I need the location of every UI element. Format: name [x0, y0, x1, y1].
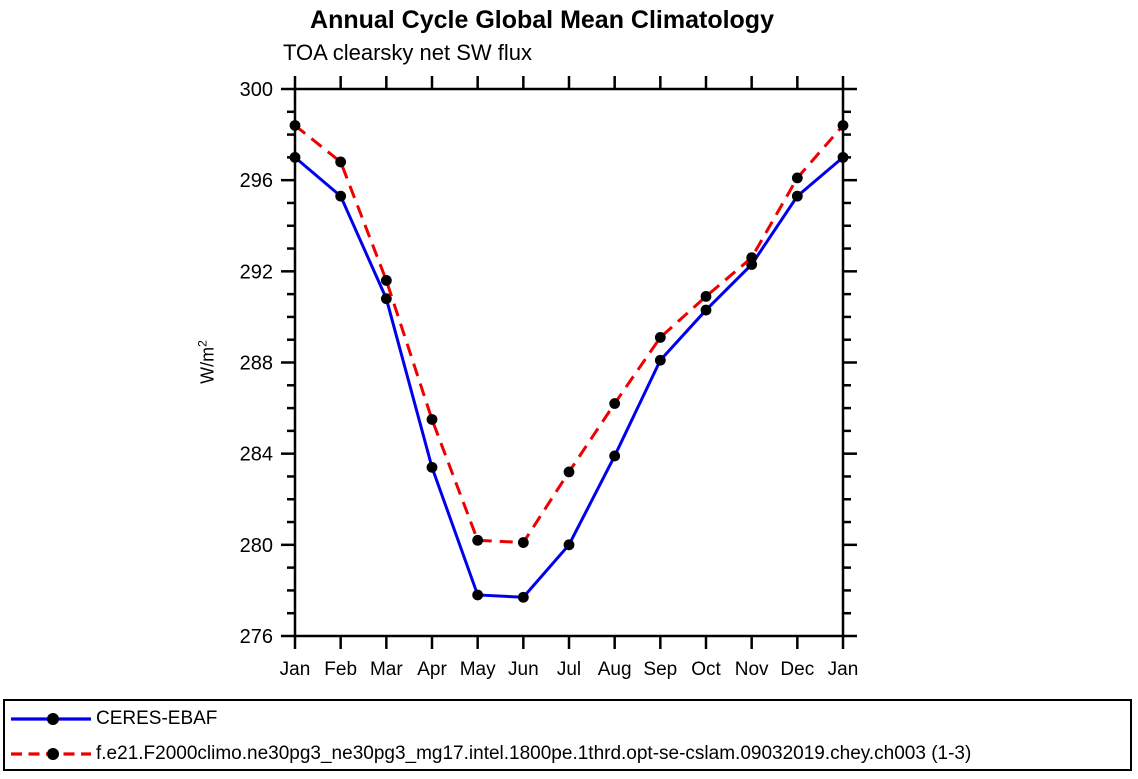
x-tick-label: Feb [324, 659, 357, 680]
chart-title: Annual Cycle Global Mean Climatology [310, 6, 774, 34]
x-tick-label: Aug [598, 659, 632, 680]
data-point [335, 190, 347, 202]
legend-label-model: f.e21.F2000climo.ne30pg3_ne30pg3_mg17.in… [96, 743, 972, 764]
data-point [289, 120, 301, 131]
x-tick-label: Dec [780, 659, 814, 680]
solid-line-marker-icon [11, 713, 91, 725]
data-point [746, 252, 758, 264]
data-point [837, 151, 849, 163]
legend-label-observation: CERES-EBAF [96, 708, 218, 729]
y-tick-label: 276 [240, 626, 273, 648]
data-point [335, 156, 347, 168]
series-line-1 [294, 124, 845, 545]
data-point [563, 539, 575, 551]
plot-frame [293, 87, 845, 638]
y-tick-label: 280 [240, 535, 273, 557]
data-point [289, 151, 301, 163]
data-point [837, 120, 849, 131]
chart-subtitle: TOA clearsky net SW flux [283, 40, 533, 65]
x-tick-label: Apr [417, 659, 447, 680]
series-line-0 [294, 156, 844, 599]
x-tick-label: May [460, 659, 496, 680]
x-tick-label: Sep [643, 659, 677, 680]
data-point [791, 172, 803, 184]
data-point [700, 304, 712, 316]
y-tick-label: 284 [240, 444, 273, 466]
data-point [609, 450, 621, 462]
y-tick-label: 296 [240, 170, 273, 192]
data-point [791, 190, 803, 202]
legend-box: CERES-EBAF f.e21.F2000climo.ne30pg3_ne30… [3, 699, 1132, 771]
x-tick-label: Jan [280, 659, 311, 680]
x-tick-label: Jun [508, 659, 539, 680]
x-tick-label: Jul [557, 659, 581, 680]
data-point [426, 461, 438, 473]
data-point [426, 414, 438, 425]
legend-item-model: f.e21.F2000climo.ne30pg3_ne30pg3_mg17.in… [9, 743, 971, 765]
x-tick-label: Oct [691, 659, 721, 680]
data-point [654, 332, 666, 343]
dashed-line-marker-icon [11, 748, 91, 760]
data-point [517, 537, 529, 548]
x-tick-label: Jan [828, 659, 859, 680]
data-point [609, 398, 621, 409]
y-tick-label: 300 [240, 79, 273, 101]
data-point [517, 591, 529, 603]
data-point [472, 534, 484, 546]
legend-item-observation: CERES-EBAF [9, 708, 217, 730]
data-point [563, 466, 575, 478]
data-point [472, 589, 484, 601]
y-tick-label: 288 [240, 353, 273, 375]
data-point [700, 291, 712, 302]
x-tick-label: Mar [370, 659, 403, 680]
x-tick-label: Nov [735, 659, 769, 680]
y-tick-label: 292 [240, 261, 273, 283]
data-point [380, 293, 392, 305]
data-point [380, 275, 392, 286]
data-point [654, 354, 666, 366]
plot-area: Jan Feb Mar Apr May Jun Jul Aug Sep Oct Nov Dec Jan 2… [240, 76, 859, 680]
